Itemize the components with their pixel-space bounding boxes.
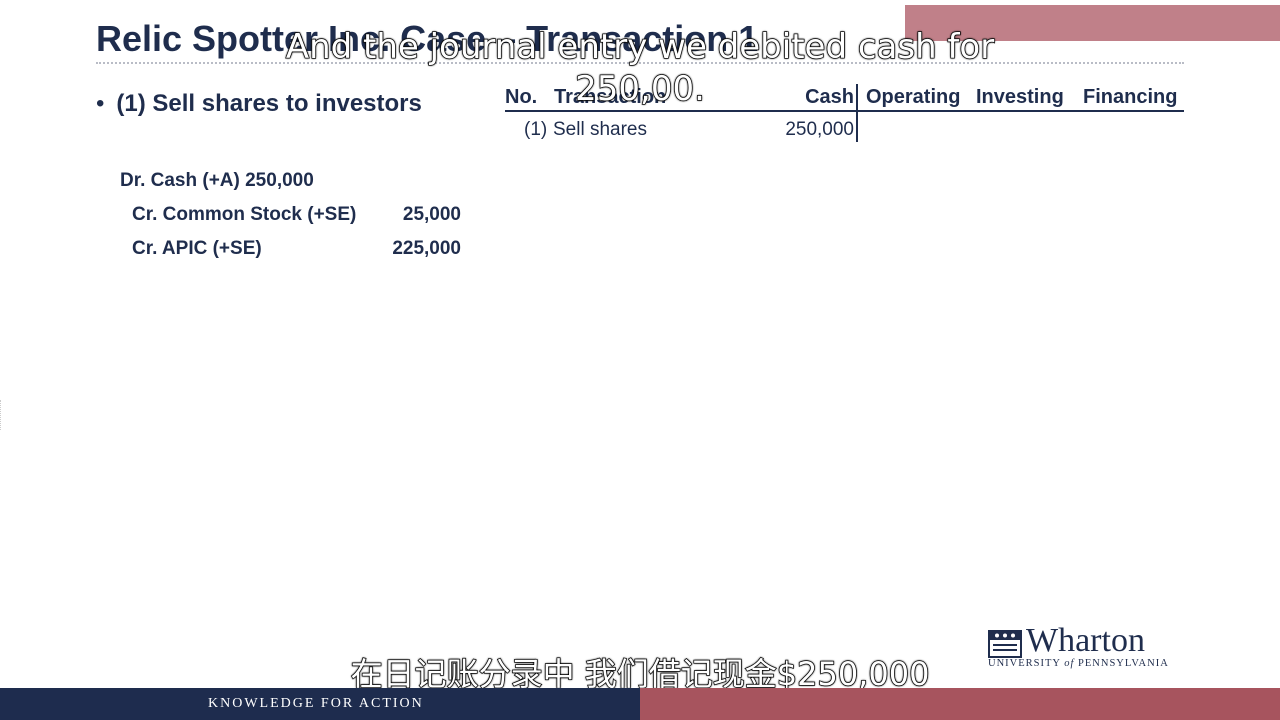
footer-bar-accent <box>640 688 1280 720</box>
journal-credit-common-stock: Cr. Common Stock (+SE) <box>132 204 357 225</box>
slide-title: Relic Spotter Inc. Case – Transaction 1 <box>96 18 759 59</box>
table-cash-divider <box>856 84 858 142</box>
caption-english-line1: And the journal entry we debited cash fo… <box>285 26 995 68</box>
table-header-financing: Financing <box>1083 86 1178 108</box>
journal-credit-common-stock-amount: 25,000 <box>402 204 461 225</box>
table-header-rule <box>505 110 1184 112</box>
caption-english-line2: 250,00. <box>574 68 705 110</box>
top-right-accent-bar <box>905 5 1280 41</box>
table-row-transaction: Sell shares <box>553 119 647 140</box>
journal-credit-apic-amount: 225,000 <box>392 238 461 259</box>
wharton-logo-name: Wharton <box>1026 622 1145 659</box>
footer-tagline: KNOWLEDGE FOR ACTION <box>208 696 424 711</box>
table-header-no: No. <box>505 86 538 108</box>
journal-credit-apic: Cr. APIC (+SE) <box>132 238 262 259</box>
journal-debit-line: Dr. Cash (+A) 250,000 <box>120 170 314 191</box>
table-header-operating: Operating <box>866 86 961 108</box>
table-row-no: (1) <box>524 119 548 140</box>
wharton-logo: Wharton UNIVERSITY of PENNSYLVANIA <box>988 622 1188 672</box>
wharton-shield-icon <box>988 630 1022 658</box>
footer-bar-navy: KNOWLEDGE FOR ACTION <box>0 688 640 720</box>
title-divider <box>96 62 1184 64</box>
bullet-marker: • <box>96 90 105 117</box>
table-header-investing: Investing <box>976 86 1064 108</box>
bullet-item: • (1) Sell shares to investors <box>96 90 422 118</box>
table-header-transaction: Transaction <box>554 86 667 108</box>
wharton-logo-subtitle: UNIVERSITY of PENNSYLVANIA <box>988 658 1169 669</box>
table-row-cash: 250,000 <box>785 119 854 140</box>
table-header-cash: Cash <box>805 86 854 108</box>
caption-english: And the journal entry we debited cash fo… <box>0 26 1280 110</box>
caption-chinese: 在日记账分录中 我们借记现金$250,000 <box>350 654 930 694</box>
side-divider <box>0 400 4 430</box>
bullet-text: (1) Sell shares to investors <box>116 90 422 117</box>
